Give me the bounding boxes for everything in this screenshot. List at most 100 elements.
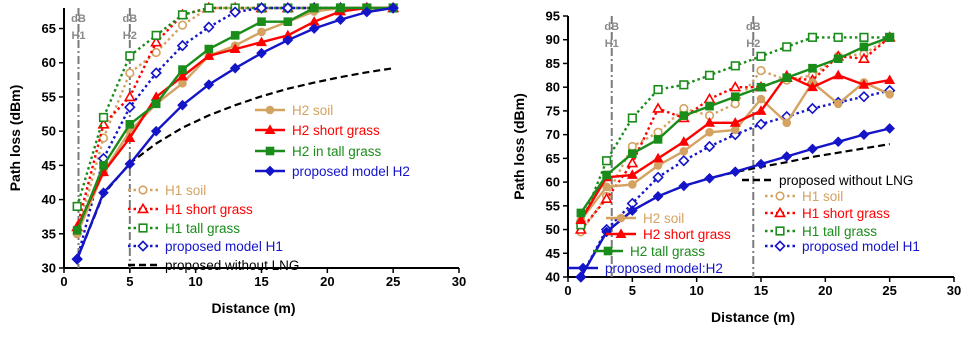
data-point xyxy=(832,136,844,148)
data-point xyxy=(125,51,135,61)
data-point xyxy=(256,47,267,59)
data-point xyxy=(387,2,399,14)
data-point xyxy=(730,61,740,71)
data-point xyxy=(124,101,136,113)
chart-1: 0 5 10 15 20 25 30 30 35 40 45 50 55 60 65 Distance (m)… xyxy=(7,1,466,316)
y-tick-label: 40 xyxy=(546,270,560,285)
x-tick-label: 30 xyxy=(452,274,466,289)
y-tick-label: 60 xyxy=(42,55,56,70)
data-point xyxy=(99,161,108,170)
legend-label: H1 short grass xyxy=(165,202,253,217)
x-tick-label: 10 xyxy=(188,274,202,289)
y-tick-label: 75 xyxy=(546,103,560,118)
legend-item: proposed without LNG xyxy=(742,173,913,188)
legend-swatch-marker xyxy=(616,213,626,223)
data-point xyxy=(678,180,690,192)
y-tick-label: 65 xyxy=(546,151,560,166)
data-point xyxy=(257,17,266,26)
data-point xyxy=(833,54,843,64)
legend-swatch-marker xyxy=(774,206,786,218)
data-point xyxy=(178,78,187,88)
series-line xyxy=(579,143,890,278)
data-point xyxy=(703,92,716,104)
data-point xyxy=(653,161,663,170)
data-point xyxy=(807,81,818,92)
data-point xyxy=(628,149,637,158)
y-tick-label: 60 xyxy=(546,175,560,190)
x-axis-title: Distance (m) xyxy=(211,300,295,316)
x-tick-label: 15 xyxy=(754,283,768,298)
legend-label: H1 tall grass xyxy=(165,221,240,236)
data-point xyxy=(755,158,767,170)
y-tick-label: 35 xyxy=(42,226,56,241)
data-point xyxy=(626,169,638,179)
legend-label: proposed model H1 xyxy=(165,239,283,254)
breakpoint-label-bottom: H1 xyxy=(71,30,85,42)
y-tick-label: 45 xyxy=(42,158,56,173)
data-point xyxy=(782,118,792,128)
legend-item: H2 short grass xyxy=(606,227,731,242)
data-point xyxy=(150,35,163,47)
data-point xyxy=(652,191,664,202)
legend-item: proposed without LNG xyxy=(128,258,299,273)
data-point xyxy=(807,143,818,155)
data-point xyxy=(704,172,715,184)
legend-item: proposed model:H2 xyxy=(568,261,723,276)
series-line xyxy=(579,127,890,278)
data-point xyxy=(859,32,869,42)
data-point xyxy=(756,51,766,61)
data-point xyxy=(203,50,215,60)
data-point xyxy=(653,135,663,144)
legend-swatch-marker xyxy=(774,240,786,252)
data-point xyxy=(729,117,741,127)
data-point xyxy=(806,102,819,115)
y-tick-label: 50 xyxy=(42,124,56,139)
data-point xyxy=(98,112,109,123)
x-tick-label: 25 xyxy=(882,283,896,298)
data-point xyxy=(858,79,870,89)
data-point xyxy=(885,33,894,42)
y-tick-label: 70 xyxy=(546,127,560,142)
legend-item: H1 short grass xyxy=(765,206,890,221)
data-point xyxy=(257,27,266,37)
data-point xyxy=(652,171,664,184)
data-point xyxy=(125,120,135,129)
legend-item: H1 soil xyxy=(765,189,843,204)
data-point xyxy=(229,43,241,54)
legend-label: H2 short grass xyxy=(643,227,731,242)
data-point xyxy=(679,80,689,90)
legend-label: proposed without LNG xyxy=(779,173,913,188)
data-point xyxy=(600,192,613,203)
data-point xyxy=(230,31,240,40)
x-axis-title: Distance (m) xyxy=(711,309,795,325)
legend-label: H1 soil xyxy=(802,189,843,204)
x-tick-label: 10 xyxy=(689,283,703,298)
data-point xyxy=(652,152,664,163)
data-point xyxy=(704,117,715,127)
legend-item: H2 soil xyxy=(606,211,684,226)
x-tick-label: 30 xyxy=(947,283,961,298)
y-tick-label: 55 xyxy=(42,89,56,104)
data-point xyxy=(832,69,844,80)
data-point xyxy=(627,205,638,216)
legend-label: H1 soil xyxy=(165,183,206,198)
data-point xyxy=(729,80,742,92)
x-tick-label: 5 xyxy=(126,274,133,289)
data-point xyxy=(781,151,793,162)
legend-item: H1 soil xyxy=(128,183,206,198)
legend-swatch-marker xyxy=(265,105,275,115)
legend-label: proposed model:H2 xyxy=(605,261,723,276)
data-point xyxy=(756,82,766,92)
data-point xyxy=(282,2,294,14)
data-point xyxy=(730,92,740,101)
data-point xyxy=(282,34,294,46)
data-point xyxy=(808,63,817,73)
data-point xyxy=(204,3,214,13)
y-tick-label: 65 xyxy=(42,21,56,36)
data-point xyxy=(203,21,215,33)
data-point xyxy=(98,187,109,199)
y-axis-title: Path loss (dBm) xyxy=(7,85,23,192)
legend-item: H2 short grass xyxy=(255,123,380,138)
data-point xyxy=(178,65,187,74)
